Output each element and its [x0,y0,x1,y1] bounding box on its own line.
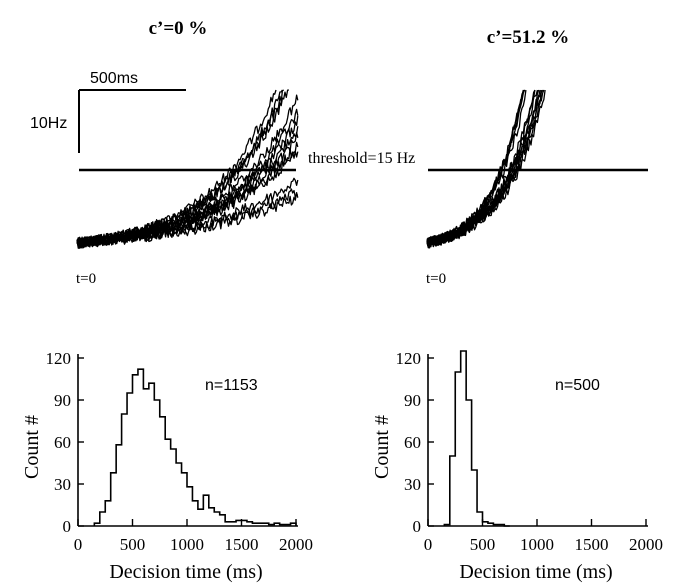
firing-rate-trace [426,89,527,248]
panel-title-right: c’=51.2 % [487,27,570,48]
x-tick-label: 2000 [629,535,663,554]
x-tick-label: 2000 [279,535,313,554]
histogram-bar [94,523,99,526]
histogram-bar [242,520,247,526]
x-tick-label: 500 [470,535,496,554]
histogram-bar [176,463,181,526]
x-axis-label: Decision time (ms) [459,561,612,583]
histogram-bar [472,470,477,526]
histogram-bar [477,512,482,526]
histogram-bar [105,501,110,526]
histogram-left: 0 30 60 90 120 0 500 1000 1500 2000 Decision time … [21,349,313,583]
firing-rate-trace [76,131,299,248]
histogram-bar [165,439,170,526]
panel-title-left: c’=0 % [149,18,208,39]
scale-bar: 500ms 10Hz [30,70,186,153]
firing-rate-trace [426,89,541,247]
histogram-bar [214,512,219,526]
histogram-bar [122,414,127,526]
histogram-bar [116,445,121,526]
histogram-bar [100,512,105,526]
histogram-bar [247,522,252,526]
histogram-bar [138,369,143,526]
firing-rate-trace [76,89,289,249]
histogram-bar [111,473,116,526]
histogram-right: 0 30 60 90 120 0 500 1000 1500 2000 Decision time … [371,349,663,583]
histogram-bar [483,522,488,526]
histogram-bar [149,383,154,526]
sample-count-label: n=500 [555,377,600,394]
firing-rate-trace [426,89,545,248]
histogram-bar [488,523,493,526]
scale-bar-time-label: 500ms [90,70,138,87]
x-tick-label: 1500 [575,535,609,554]
x-tick-label: 0 [74,535,83,554]
histogram-bar [192,501,197,526]
histogram-bar [133,375,138,526]
y-tick-label: 30 [404,475,421,494]
histogram-bar [274,523,279,526]
y-tick-label: 0 [63,517,72,536]
histogram-bar [466,400,471,526]
start-label-left: t=0 [76,271,96,287]
histogram-outline [443,350,510,527]
x-tick-label: 0 [424,535,433,554]
histogram-outline [93,368,297,526]
scale-bar-rate-label: 10Hz [30,115,67,132]
y-tick-label: 120 [46,349,72,368]
histogram-bar [231,522,236,526]
histogram-bar [198,509,203,526]
sample-count-label: n=1153 [205,377,258,394]
firing-rate-trace [426,89,546,248]
histogram-bar [455,372,460,526]
histogram-bar [444,525,449,526]
y-axis-label: Count # [21,415,43,479]
traces-right [426,89,546,249]
x-tick-label: 1000 [520,535,554,554]
y-tick-label: 120 [396,349,422,368]
histogram-bar [252,523,257,526]
histogram-bar [220,515,225,526]
x-tick-label: 1000 [170,535,204,554]
y-tick-label: 0 [413,517,422,536]
y-tick-label: 60 [404,433,421,452]
histogram-bar [236,520,241,526]
y-axis-label: Count # [371,415,393,479]
histogram-bar [280,525,285,526]
histogram-bar [499,525,504,526]
x-axis-label: Decision time (ms) [109,561,262,583]
histogram-bar [258,523,263,526]
histogram-bar [263,523,268,526]
histogram-bar [461,351,466,526]
traces-left [76,89,299,249]
y-tick-label: 60 [54,433,71,452]
x-tick-label: 1500 [225,535,259,554]
histogram-bar [269,525,274,526]
histogram-bar [154,400,159,526]
histogram-bar [285,525,290,526]
histogram-bar [291,523,296,526]
x-tick-label: 500 [120,535,146,554]
y-tick-label: 30 [54,475,71,494]
start-label-right: t=0 [426,271,446,287]
histogram-bar [203,495,208,526]
histogram-bar [171,449,176,526]
y-tick-label: 90 [54,391,71,410]
histogram-bar [187,487,192,526]
threshold-label: threshold=15 Hz [308,150,415,167]
histogram-bar [450,456,455,526]
histogram-bar [209,508,214,526]
histogram-bar [160,417,165,526]
histogram-bar [127,393,132,526]
histogram-bar [143,389,148,526]
firing-rate-trace [426,89,544,246]
y-tick-label: 90 [404,391,421,410]
histogram-bar [182,473,187,526]
histogram-bar [225,522,230,526]
histogram-bar [493,525,498,526]
